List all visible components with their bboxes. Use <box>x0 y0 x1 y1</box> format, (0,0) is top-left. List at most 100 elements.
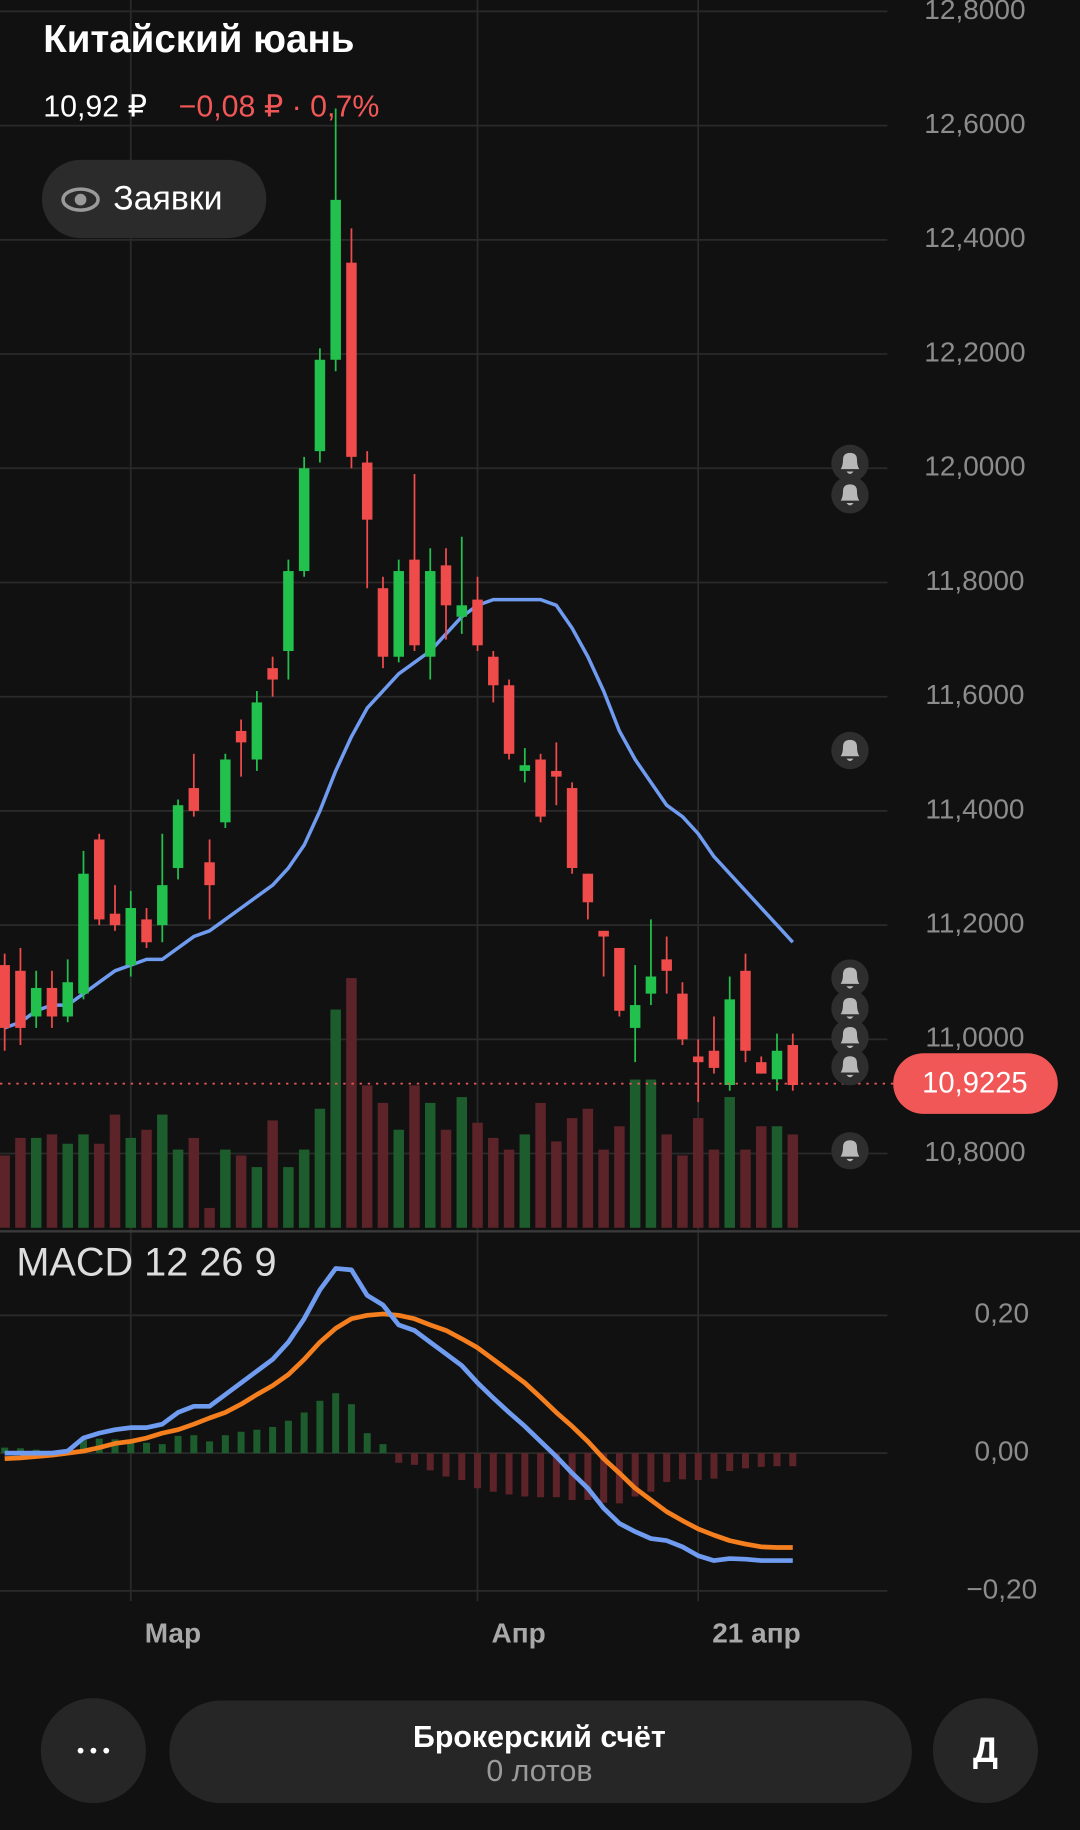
candle-body <box>30 987 42 1017</box>
macd-histogram-bar <box>284 1420 292 1454</box>
candle-body <box>283 571 294 652</box>
candle-body <box>220 759 231 823</box>
y-tick-label: 0,00 <box>975 1436 1030 1467</box>
volume-bar <box>346 978 357 1228</box>
volume-bar <box>440 1129 452 1228</box>
macd-histogram-bar <box>143 1442 151 1454</box>
macd-title: MACD 12 26 9 <box>16 1241 276 1285</box>
y-tick-label: 11,6000 <box>925 679 1024 710</box>
volume-bar <box>15 1137 26 1228</box>
macd-histogram-bar <box>678 1453 686 1480</box>
profile-circle[interactable] <box>932 1698 1038 1804</box>
macd-histogram-bar <box>663 1453 671 1483</box>
alert-bell-icon <box>840 484 860 506</box>
candle-body <box>629 1005 641 1028</box>
macd-histogram-bar <box>127 1439 135 1454</box>
macd-histogram-bar <box>694 1453 702 1480</box>
macd-histogram-bar <box>316 1400 324 1454</box>
y-tick-label: 11,4000 <box>925 793 1024 824</box>
candle-body <box>62 982 73 1017</box>
button-background[interactable] <box>42 159 267 239</box>
candle-body <box>708 1050 720 1068</box>
account-button[interactable]: Брокерский счёт 0 лотов <box>169 1700 912 1804</box>
signal-line <box>4 1311 793 1550</box>
eye-icon <box>61 187 100 212</box>
volume-bar <box>424 1102 436 1228</box>
macd-histogram-bar <box>568 1453 576 1500</box>
y-tick-label: 11,8000 <box>925 565 1024 596</box>
candle-body <box>141 919 152 943</box>
candle-body <box>109 913 121 926</box>
macd-histogram-bar <box>647 1453 655 1492</box>
volume-bar <box>330 1009 341 1228</box>
volume-bar <box>519 1134 531 1228</box>
x-tick-label: 21 апр <box>712 1618 801 1649</box>
volume-bar <box>756 1126 767 1228</box>
orders-button[interactable]: Заявки <box>42 159 267 239</box>
macd-histogram-bar <box>505 1453 513 1495</box>
candle-body <box>0 965 10 1028</box>
volume-bar <box>314 1108 326 1228</box>
alert-bell-icon <box>840 1140 860 1162</box>
macd-histogram-bar <box>773 1453 781 1467</box>
candle-body <box>551 770 562 777</box>
volume-bar <box>125 1137 137 1228</box>
alert-bell-icon <box>840 1056 860 1078</box>
menu-button[interactable] <box>40 1698 146 1804</box>
volume-bar <box>409 1085 420 1228</box>
button-label[interactable]: Заявки <box>113 180 222 218</box>
volume-bar <box>157 1114 168 1228</box>
y-tick-label: 12,6000 <box>924 108 1025 139</box>
candle-body <box>424 571 436 657</box>
volume-bar <box>0 1155 10 1228</box>
price-change: −0,08 ₽ · 0,7% <box>179 91 380 124</box>
macd-histogram-bar <box>237 1431 245 1454</box>
macd-histogram-bar <box>458 1453 466 1480</box>
volume-bar <box>629 1079 641 1228</box>
candle-body <box>661 959 672 971</box>
profile-button[interactable]: Д <box>932 1698 1038 1804</box>
eye-pupil <box>74 193 87 206</box>
macd-histogram-bar <box>584 1453 592 1500</box>
macd-histogram-bar <box>269 1426 277 1454</box>
y-tick-label: 11,0000 <box>925 1022 1024 1053</box>
macd-histogram-bar <box>332 1393 340 1454</box>
volume-bar <box>661 1134 672 1228</box>
account-background[interactable] <box>169 1700 912 1804</box>
volume-bar <box>283 1167 294 1228</box>
volume-bar <box>393 1129 404 1228</box>
volume-bar <box>598 1149 609 1228</box>
lots: 0 лотов <box>486 1755 592 1788</box>
volume-bar <box>692 1118 704 1228</box>
candle-body <box>740 970 751 1051</box>
candle-body <box>535 759 546 817</box>
macd-histogram-bar <box>410 1453 418 1465</box>
macd-histogram-bar <box>726 1453 734 1472</box>
volume-bar <box>235 1155 247 1228</box>
last-price-label: 10,9225 <box>922 1067 1027 1099</box>
volume-bar <box>78 1134 89 1228</box>
macd-histogram-bar <box>206 1441 214 1454</box>
candle-body <box>235 730 247 743</box>
candle-body <box>172 805 184 869</box>
volume-bar <box>787 1134 799 1228</box>
last-price-tag <box>893 1053 1058 1114</box>
macd-histogram-bar <box>631 1453 639 1497</box>
candle-body <box>440 565 452 606</box>
candle-body <box>377 588 389 657</box>
macd-histogram-bar <box>253 1429 261 1454</box>
candle-body <box>46 987 58 1017</box>
volume-bar <box>93 1143 105 1228</box>
volume-bar <box>204 1207 215 1228</box>
candle-body <box>519 765 531 771</box>
y-tick-label: 12,4000 <box>924 222 1025 253</box>
candle-body <box>503 685 515 754</box>
candle-body <box>456 605 468 617</box>
macd-histogram-bar <box>379 1444 387 1454</box>
volume-bar <box>708 1149 720 1228</box>
candle-body <box>645 976 657 994</box>
account-name: Брокерский счёт <box>413 1721 666 1754</box>
y-tick-label: 10,8000 <box>924 1136 1025 1167</box>
candle-body <box>582 873 594 903</box>
